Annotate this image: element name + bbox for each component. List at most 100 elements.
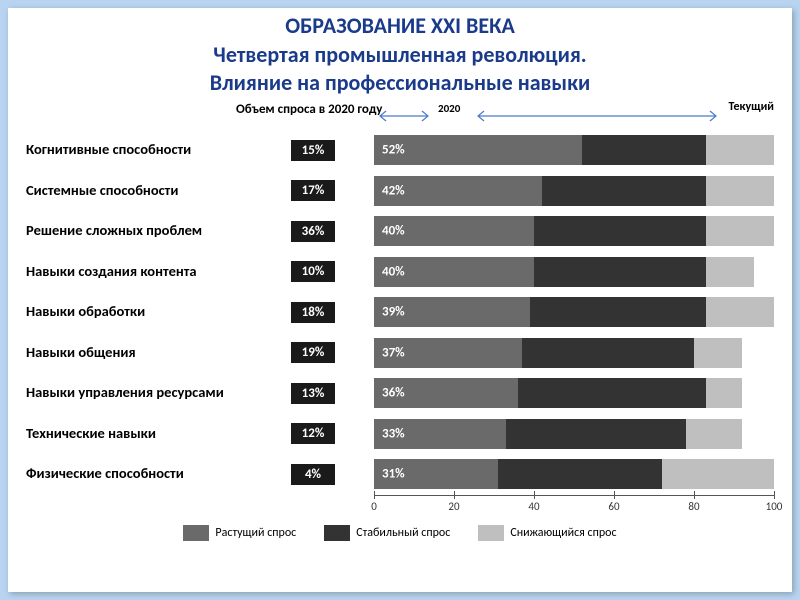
chart-row: Навыки управления ресурсами 13% 36% (26, 373, 774, 414)
segment-growing-label: 52% (382, 143, 405, 158)
segment-growing: 31% (374, 459, 498, 489)
axis-tick (694, 491, 695, 499)
segment-stable (522, 338, 694, 368)
demand-2020-box: 17% (291, 180, 335, 201)
demand-2020-box: 19% (291, 342, 335, 363)
blackbox-col: 13% (272, 383, 354, 404)
blackbox-col: 10% (272, 261, 354, 282)
segment-growing: 39% (374, 297, 530, 327)
axis-tick-label: 0 (371, 500, 377, 513)
chart-rows: Когнитивные способности 15% 52% Системные с… (26, 130, 774, 495)
subhead-2020-label: 2020 (438, 102, 460, 115)
demand-2020-box: 12% (291, 423, 335, 444)
segment-declining (706, 297, 774, 327)
legend-swatch (183, 525, 209, 541)
axis-tick (534, 491, 535, 499)
bar-track: 39% (374, 297, 774, 327)
segment-declining (706, 257, 754, 287)
axis-tick-label: 20 (448, 500, 459, 513)
axis-tick (454, 491, 455, 499)
segment-growing: 42% (374, 176, 542, 206)
segment-declining (662, 459, 774, 489)
segment-growing-label: 37% (382, 345, 405, 360)
row-label: Физические способности (26, 466, 272, 482)
row-label: Навыки создания контента (26, 264, 272, 280)
chart-title: Четвертая промышленная революция. Влияни… (26, 41, 774, 96)
segment-growing: 40% (374, 216, 534, 246)
bar-track: 42% (374, 176, 774, 206)
bar-track: 52% (374, 135, 774, 165)
segment-growing: 37% (374, 338, 522, 368)
segment-growing: 52% (374, 135, 582, 165)
blackbox-col: 17% (272, 180, 354, 201)
segment-growing-label: 40% (382, 264, 405, 279)
axis-tick (614, 491, 615, 499)
row-label: Когнитивные способности (26, 142, 272, 158)
blackbox-col: 15% (272, 140, 354, 161)
legend-item-declining: Снижающийся спрос (478, 525, 616, 541)
row-label: Системные способности (26, 183, 272, 199)
row-label: Навыки общения (26, 345, 272, 361)
segment-growing-label: 31% (382, 467, 405, 482)
demand-2020-box: 36% (291, 221, 335, 242)
row-label: Навыки управления ресурсами (26, 385, 272, 401)
segment-declining (706, 378, 742, 408)
chart-row: Технические навыки 12% 33% (26, 414, 774, 455)
demand-2020-box: 18% (291, 302, 335, 323)
segment-growing-label: 33% (382, 426, 405, 441)
segment-stable (530, 297, 706, 327)
segment-growing: 40% (374, 257, 534, 287)
segment-stable (534, 257, 706, 287)
legend-item-stable: Стабильный спрос (324, 525, 450, 541)
chart-row: Когнитивные способности 15% 52% (26, 130, 774, 171)
segment-declining (706, 176, 774, 206)
segment-stable (498, 459, 662, 489)
blackbox-col: 4% (272, 464, 354, 485)
row-label: Технические навыки (26, 426, 272, 442)
arrow-right-icon (472, 110, 722, 122)
chart-card: ОБРАЗОВАНИЕ XXI ВЕКА Четвертая промышлен… (8, 8, 792, 592)
chart-row: Системные способности 17% 42% (26, 171, 774, 212)
bar-track: 40% (374, 216, 774, 246)
segment-growing-label: 39% (382, 305, 405, 320)
bar-track: 31% (374, 459, 774, 489)
legend-label: Снижающийся спрос (510, 526, 616, 540)
demand-2020-box: 13% (291, 383, 335, 404)
chart-row: Навыки общения 19% 37% (26, 333, 774, 374)
demand-2020-box: 15% (291, 140, 335, 161)
bar-track: 36% (374, 378, 774, 408)
subhead-center-label: Объем спроса в 2020 году (236, 102, 382, 117)
segment-growing: 33% (374, 419, 506, 449)
segment-growing-label: 40% (382, 224, 405, 239)
chart-row: Физические способности 4% 31% (26, 454, 774, 495)
chart-title-line1: Четвертая промышленная революция. (213, 41, 586, 68)
arrow-left-icon (374, 110, 434, 122)
blackbox-col: 18% (272, 302, 354, 323)
segment-growing-label: 36% (382, 386, 405, 401)
row-label: Решение сложных проблем (26, 223, 272, 239)
chart-row: Навыки создания контента 10% 40% (26, 252, 774, 293)
x-axis: 020406080100 (374, 495, 774, 521)
legend-item-growing: Растущий спрос (183, 525, 296, 541)
axis-tick-label: 100 (766, 500, 783, 513)
chart-row: Навыки обработки 18% 39% (26, 292, 774, 333)
segment-declining (686, 419, 742, 449)
blackbox-col: 19% (272, 342, 354, 363)
segment-declining (706, 216, 774, 246)
row-label: Навыки обработки (26, 304, 272, 320)
segment-stable (534, 216, 706, 246)
segment-growing-label: 42% (382, 183, 405, 198)
subhead-row: Объем спроса в 2020 году 2020 Текущий (26, 98, 774, 128)
demand-2020-box: 10% (291, 261, 335, 282)
blackbox-col: 36% (272, 221, 354, 242)
segment-stable (542, 176, 706, 206)
bar-track: 37% (374, 338, 774, 368)
legend-swatch (478, 525, 504, 541)
demand-2020-box: 4% (291, 464, 335, 485)
legend-label: Стабильный спрос (356, 526, 450, 540)
chart-title-line2: Влияние на профессиональные навыки (210, 69, 590, 96)
bar-track: 33% (374, 419, 774, 449)
segment-stable (518, 378, 706, 408)
subhead-current-label: Текущий (729, 100, 774, 114)
segment-stable (582, 135, 706, 165)
